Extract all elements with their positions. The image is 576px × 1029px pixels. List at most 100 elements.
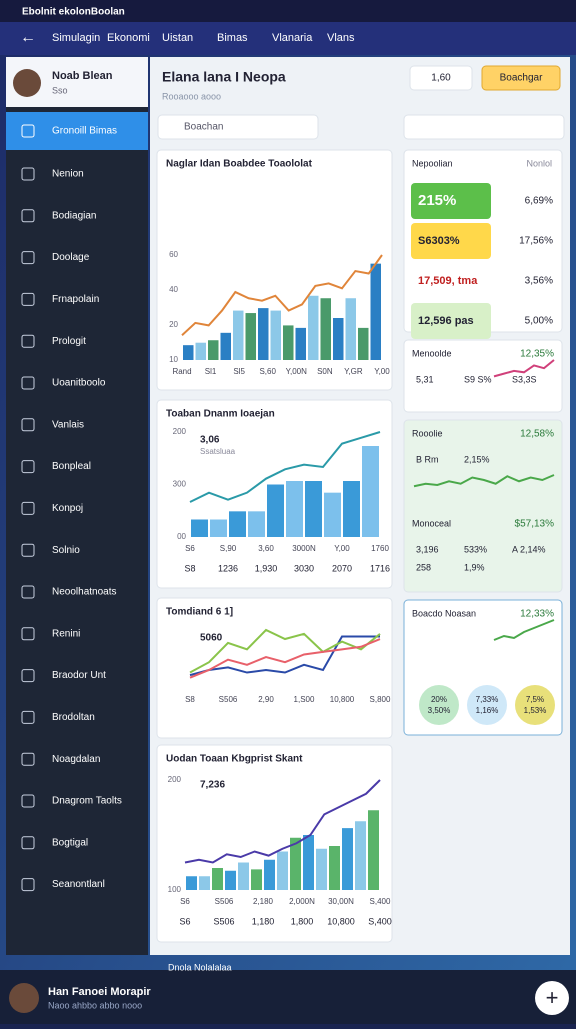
x-tick-label: Y,GR [344,367,363,376]
menu-icon[interactable] [21,794,35,808]
search-right [403,114,565,140]
x-tick-label: S0N [317,367,333,376]
menu-item[interactable]: Dnagrom Taolts [52,796,122,807]
menu-item[interactable]: Uoanitboolo [52,378,106,389]
side-title: Rooolie [412,428,443,438]
nav-item[interactable]: Vlanaria [272,32,313,44]
bar [333,318,344,360]
nav-item[interactable]: Ekonomi [107,32,150,44]
menu-icon[interactable] [21,292,35,306]
side-text: S9 S% [464,374,492,384]
circle-text: 1,16% [476,706,499,715]
bar [251,869,262,890]
button-text[interactable]: Boachgar [500,73,543,84]
menu-icon[interactable] [21,836,35,850]
bar [212,868,223,890]
side-text: 533% [464,544,487,554]
nav-item[interactable]: Simulagin [52,32,100,44]
y-tick-label: 20 [169,320,178,329]
stats-tag: Nonlol [526,158,552,168]
bar [270,310,281,360]
card [156,744,393,943]
menu-icon[interactable] [21,167,35,181]
menu-item[interactable]: Neoolhatnoats [52,587,117,598]
add-icon[interactable]: + [546,985,559,1010]
side-value: 12,58% [520,429,554,440]
menu-item[interactable]: Doolage [52,252,90,263]
nav-item[interactable]: Uistan [162,32,193,44]
menu-item[interactable]: Bodiagian [52,210,96,221]
footer-label: S,400 [368,916,392,926]
side-text: B Rm [416,454,439,464]
side-text: 5,31 [416,374,434,384]
menu-item[interactable]: Konpoj [52,503,83,514]
bar [220,332,231,360]
card-kpi: 7,236 [200,780,225,791]
trend-line [189,431,381,503]
menu-item[interactable]: Seanontlanl [52,879,105,890]
menu-item[interactable]: Vanlais [52,419,84,430]
bar [295,327,306,360]
footer-avatar[interactable] [9,983,39,1013]
add-button[interactable] [535,981,569,1015]
bar [286,481,303,537]
bar [258,308,269,360]
side-value: 12,35% [520,349,554,360]
menu-icon[interactable] [21,752,35,766]
menu-icon[interactable] [21,460,35,474]
search-text[interactable]: Boachan [184,122,223,133]
bar [238,862,249,890]
menu-icon[interactable] [21,251,35,265]
x-tick-label: S,90 [220,544,237,553]
menu-icon[interactable] [21,669,35,683]
menu-icon[interactable] [21,878,35,892]
circle-text: 1,53% [524,706,547,715]
bar [225,870,236,890]
menu-item[interactable]: Renini [52,628,80,639]
nav-item[interactable]: Bimas [217,32,248,44]
bar [195,342,206,360]
stat-value: 12,596 pas [418,315,474,327]
menu-icon[interactable] [21,543,35,557]
menu-item[interactable]: Solnio [52,545,80,556]
bottom-bar [0,970,576,1024]
menu-item[interactable]: Noagdalan [52,754,100,765]
bar [186,876,197,890]
menu-item[interactable]: Frnapolain [52,294,99,305]
menu-icon[interactable] [21,585,35,599]
menu-item[interactable]: Braodor Unt [52,670,106,681]
footer-label: 2070 [332,563,352,573]
menu-item[interactable]: Bogtigal [52,837,88,848]
side-title: Monoceal [412,518,451,528]
bar [191,519,208,537]
menu-icon[interactable] [21,209,35,223]
active-item[interactable] [6,112,148,150]
menu-item[interactable]: Nenion [52,169,84,180]
menu-item[interactable]: Brodoltan [52,712,95,723]
menu-icon[interactable] [21,376,35,390]
menu-icon[interactable] [21,710,35,724]
menu-icon[interactable] [21,501,35,515]
button-value-text[interactable]: 1,60 [431,73,451,84]
y-tick-label: 40 [169,285,178,294]
menu-icon[interactable] [21,627,35,641]
menu-icon[interactable] [21,418,35,432]
menu-item[interactable]: Gronoill Bimas [52,126,117,137]
menu-item[interactable]: Prologit [52,336,86,347]
y-tick-label: 200 [173,427,187,436]
side-title: Menoolde [412,348,452,358]
header-title: Elana lana I Neopa [162,69,286,85]
stats-title: Nepoolian [412,158,453,168]
trend-line [189,628,381,674]
nav-item[interactable]: Vlans [327,32,355,44]
x-tick-label: Y,00 [374,367,390,376]
menu-icon[interactable] [21,124,35,138]
x-tick-label: 1760 [371,544,389,553]
x-tick-label: S,60 [259,367,276,376]
avatar[interactable] [13,69,41,97]
back-icon[interactable]: ← [20,29,36,46]
card-kpi: 5060 [200,633,223,644]
menu-icon[interactable] [21,334,35,348]
user-sub: Sso [52,85,68,95]
menu-item[interactable]: Bonpleal [52,461,91,472]
